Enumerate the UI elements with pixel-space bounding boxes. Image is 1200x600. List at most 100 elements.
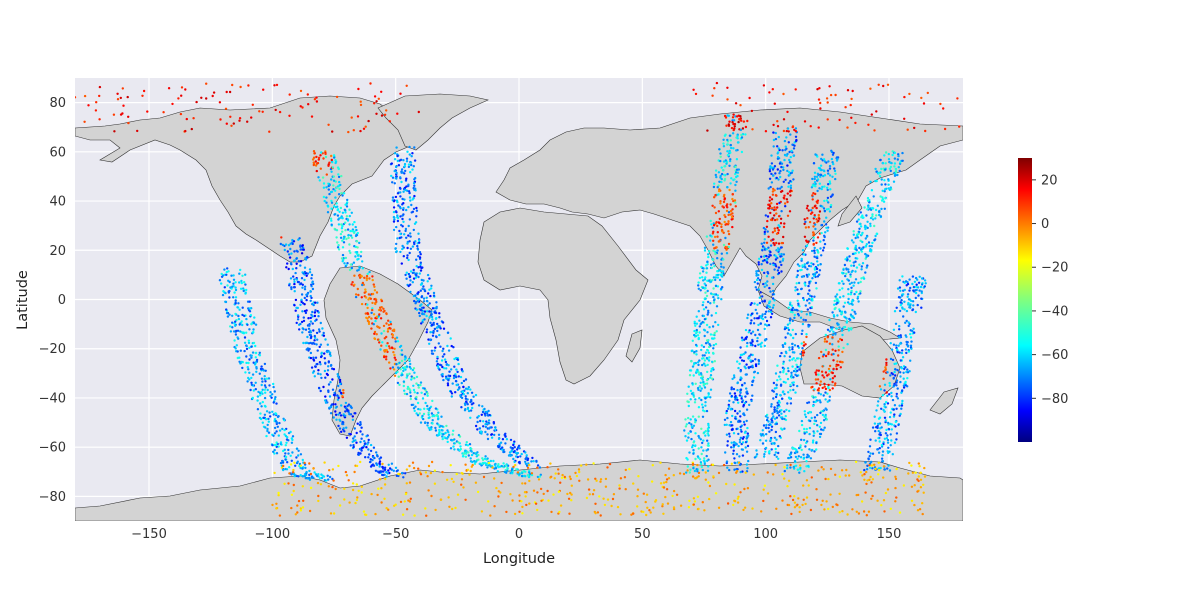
scatter-point: [335, 236, 338, 239]
scatter-point: [808, 302, 811, 305]
scatter-point: [428, 316, 431, 319]
scatter-point: [301, 106, 304, 109]
scatter-point: [402, 206, 405, 210]
scatter-point: [418, 412, 421, 415]
scatter-point: [890, 395, 893, 398]
scatter-point: [878, 213, 881, 217]
scatter-point: [395, 470, 398, 473]
scatter-point: [763, 453, 766, 456]
scatter-point: [786, 402, 789, 405]
scatter-point: [390, 162, 393, 165]
scatter-point: [768, 91, 771, 94]
scatter-point: [412, 182, 416, 185]
scatter-point: [418, 256, 422, 259]
scatter-point: [502, 450, 505, 454]
scatter-point: [402, 202, 405, 205]
scatter-point: [924, 129, 927, 133]
scatter-point: [316, 301, 319, 304]
scatter-point: [881, 460, 885, 463]
scatter-point: [385, 358, 388, 361]
scatter-point: [792, 369, 796, 373]
scatter-point: [749, 365, 752, 369]
scatter-point: [791, 346, 794, 349]
scatter-point: [372, 323, 375, 326]
scatter-point: [850, 289, 853, 293]
scatter-point: [241, 323, 244, 327]
scatter-point: [525, 464, 529, 467]
scatter-point: [350, 211, 353, 214]
scatter-point: [763, 285, 766, 288]
scatter-point: [843, 263, 847, 267]
scatter-point: [777, 224, 780, 227]
scatter-point: [374, 302, 377, 306]
scatter-point: [866, 220, 869, 223]
scatter-point: [909, 359, 912, 362]
scatter-point: [899, 359, 902, 362]
scatter-point: [831, 326, 834, 329]
scatter-point: [733, 127, 736, 130]
scatter-point: [815, 373, 818, 376]
scatter-point: [234, 312, 237, 316]
scatter-point: [717, 210, 720, 213]
scatter-point: [894, 368, 897, 371]
scatter-point: [282, 468, 285, 472]
scatter-point: [348, 214, 351, 218]
scatter-point: [765, 433, 768, 436]
scatter-point: [485, 410, 488, 414]
scatter-point: [813, 249, 816, 252]
scatter-point: [770, 162, 774, 165]
scatter-point: [700, 344, 703, 347]
scatter-point: [735, 158, 739, 161]
scatter-point: [828, 330, 831, 333]
scatter-point: [886, 438, 890, 442]
scatter-point: [394, 165, 398, 169]
scatter-point: [729, 213, 732, 216]
scatter-point: [221, 293, 225, 297]
scatter-point: [739, 470, 742, 474]
scatter-point: [824, 413, 827, 417]
scatter-point: [846, 126, 849, 129]
scatter-point: [791, 446, 795, 450]
scatter-point: [800, 275, 804, 278]
scatter-point: [732, 374, 736, 377]
scatter-point: [703, 461, 706, 464]
scatter-point: [433, 307, 437, 310]
scatter-point: [683, 429, 686, 432]
scatter-point: [818, 425, 821, 428]
scatter-point: [844, 311, 847, 314]
scatter-point: [335, 418, 338, 421]
scatter-point: [369, 82, 372, 85]
scatter-point: [456, 448, 460, 451]
scatter-point: [225, 308, 228, 311]
scatter-point: [751, 330, 755, 333]
scatter-point: [909, 344, 913, 347]
scatter-point: [739, 115, 742, 118]
scatter-point: [799, 446, 802, 449]
scatter-point: [759, 439, 762, 442]
scatter-point: [309, 351, 313, 355]
scatter-point: [808, 289, 811, 292]
scatter-point: [303, 288, 307, 291]
scatter-point: [404, 229, 407, 233]
scatter-point: [817, 356, 821, 360]
scatter-point: [293, 250, 296, 253]
scatter-point: [486, 466, 489, 469]
scatter-point: [355, 441, 358, 444]
scatter-point: [376, 325, 379, 328]
scatter-point: [796, 299, 799, 302]
scatter-point: [317, 311, 320, 314]
scatter-point: [315, 318, 318, 321]
scatter-point: [711, 351, 715, 355]
scatter-point: [817, 98, 821, 101]
scatter-point: [732, 122, 735, 126]
scatter-point: [805, 465, 808, 468]
scatter-point: [416, 299, 420, 303]
scatter-point: [288, 114, 291, 118]
scatter-point: [381, 473, 384, 477]
scatter-point: [753, 456, 757, 459]
scatter-point: [452, 376, 456, 380]
scatter-point: [695, 350, 698, 353]
scatter-point: [403, 165, 407, 168]
scatter-point: [742, 420, 746, 424]
scatter-point: [822, 394, 825, 397]
